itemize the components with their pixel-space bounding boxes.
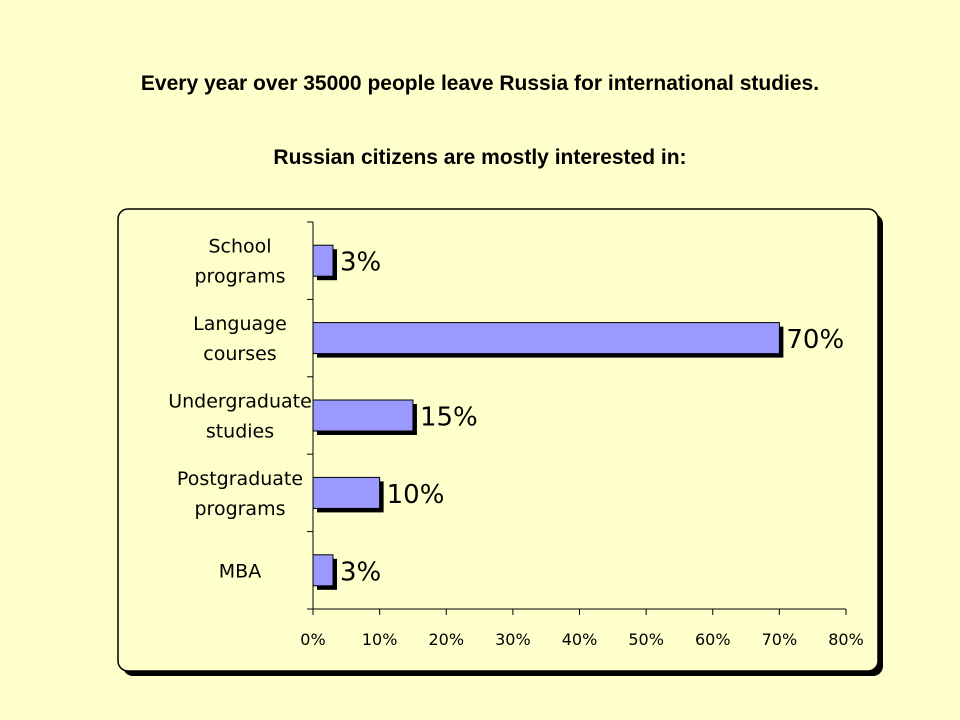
category-labels: School programs Language courses Undergradua… — [168, 236, 312, 583]
category-label: MBA — [219, 560, 261, 582]
value-labels: 3% 70% 15% 10% 3% — [340, 248, 844, 588]
category-label: Postgraduate programs — [177, 468, 303, 520]
x-tick-label: 60% — [695, 630, 731, 649]
chart-subtitle: Russian citizens are mostly interested i… — [273, 146, 687, 169]
x-tick-label: 70% — [762, 630, 798, 649]
bars — [312, 244, 784, 590]
x-tick-label: 40% — [562, 630, 598, 649]
value-label: 15% — [420, 403, 478, 433]
category-label: Undergraduate studies — [168, 391, 312, 443]
bar — [312, 322, 780, 355]
category-label: School programs — [194, 236, 285, 288]
value-label: 10% — [387, 480, 445, 510]
value-label: 3% — [340, 248, 381, 278]
x-tick-label: 80% — [828, 630, 864, 649]
bar — [312, 554, 334, 587]
x-tick-label: 50% — [628, 630, 664, 649]
category-label: Language courses — [193, 313, 287, 365]
value-label: 3% — [340, 557, 381, 587]
tick-labels: 0% 10% 20% 30% 40% 50% 60% 70% 80% — [300, 630, 863, 649]
x-tick-label: 30% — [495, 630, 531, 649]
value-label: 70% — [786, 325, 844, 355]
x-tick-label: 20% — [428, 630, 464, 649]
headline: Every year over 35000 people leave Russi… — [140, 72, 820, 95]
bar — [312, 244, 334, 277]
x-tick-label: 10% — [362, 630, 398, 649]
bar — [312, 399, 414, 432]
x-tick-label: 0% — [300, 630, 325, 649]
bar — [312, 476, 381, 509]
